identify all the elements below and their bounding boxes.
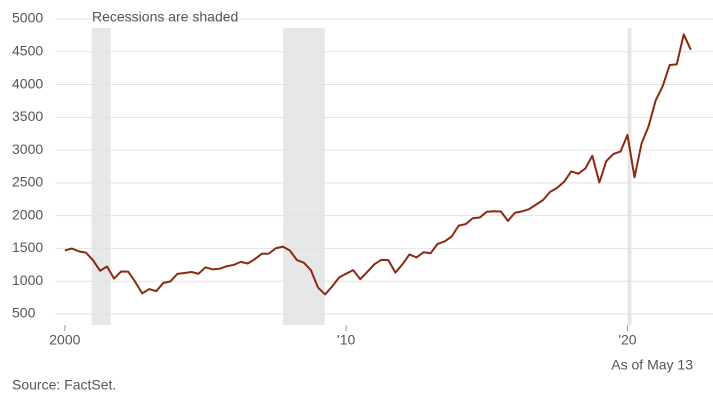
- y-tick-label: 4500: [12, 42, 43, 58]
- recession: [283, 28, 325, 325]
- recessions: [91, 28, 632, 325]
- recession: [91, 28, 111, 325]
- source: Source: FactSet.: [12, 377, 116, 393]
- x-tick-label: '10: [337, 332, 355, 348]
- y-tick-label: 4000: [12, 75, 43, 91]
- y-tick-label: 5000: [12, 10, 43, 26]
- y-tick-label: 3500: [12, 108, 43, 124]
- y-tick-label: 2500: [12, 174, 43, 190]
- note: As of May 13: [611, 357, 693, 373]
- y-tick-label: 2000: [12, 206, 43, 222]
- x-tick-label: 2000: [49, 332, 80, 348]
- x-tick-label: '20: [618, 332, 636, 348]
- y-tick-label: 1500: [12, 239, 43, 255]
- y-tick-label: 3000: [12, 141, 43, 157]
- y-tick-label: 1000: [12, 272, 43, 288]
- recession: [627, 28, 632, 325]
- series-line: [64, 33, 692, 296]
- y-tick-label: 500: [12, 305, 36, 321]
- annotation: Recessions are shaded: [92, 9, 238, 25]
- grid: [55, 18, 713, 315]
